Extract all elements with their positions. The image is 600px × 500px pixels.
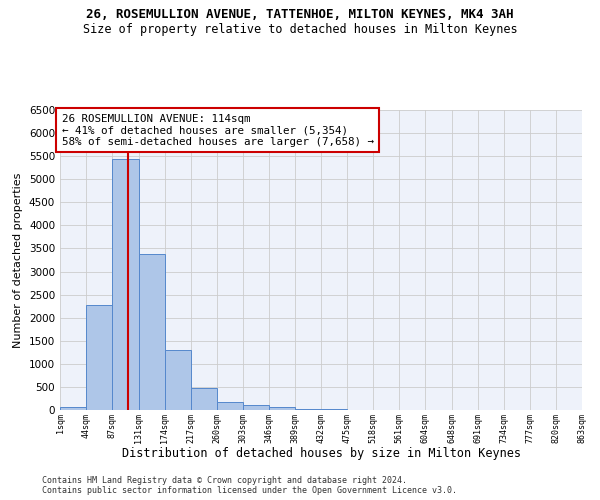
Bar	[191, 388, 217, 410]
Bar	[243, 406, 269, 410]
Bar	[269, 408, 295, 410]
Bar	[139, 254, 165, 410]
Bar	[112, 160, 139, 410]
Y-axis label: Number of detached properties: Number of detached properties	[13, 172, 23, 348]
Bar	[295, 408, 321, 410]
Text: 26 ROSEMULLION AVENUE: 114sqm
← 41% of detached houses are smaller (5,354)
58% o: 26 ROSEMULLION AVENUE: 114sqm ← 41% of d…	[62, 114, 374, 147]
Text: Distribution of detached houses by size in Milton Keynes: Distribution of detached houses by size …	[121, 448, 521, 460]
Bar	[165, 350, 191, 410]
Bar	[86, 305, 112, 410]
Bar	[217, 402, 243, 410]
Text: 26, ROSEMULLION AVENUE, TATTENHOE, MILTON KEYNES, MK4 3AH: 26, ROSEMULLION AVENUE, TATTENHOE, MILTO…	[86, 8, 514, 20]
Text: Size of property relative to detached houses in Milton Keynes: Size of property relative to detached ho…	[83, 22, 517, 36]
Bar	[60, 406, 86, 410]
Text: Contains HM Land Registry data © Crown copyright and database right 2024.
Contai: Contains HM Land Registry data © Crown c…	[42, 476, 457, 495]
